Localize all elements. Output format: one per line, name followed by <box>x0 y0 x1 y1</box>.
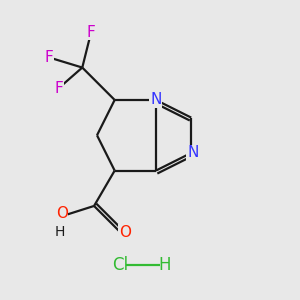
Text: Cl: Cl <box>112 256 129 274</box>
Text: N: N <box>187 146 198 160</box>
Text: O: O <box>119 225 131 240</box>
Text: H: H <box>158 256 171 274</box>
Text: O: O <box>56 206 68 221</box>
Text: N: N <box>150 92 162 107</box>
Text: F: F <box>87 25 95 40</box>
Text: F: F <box>44 50 53 65</box>
Text: F: F <box>54 81 63 96</box>
Text: H: H <box>55 225 65 239</box>
